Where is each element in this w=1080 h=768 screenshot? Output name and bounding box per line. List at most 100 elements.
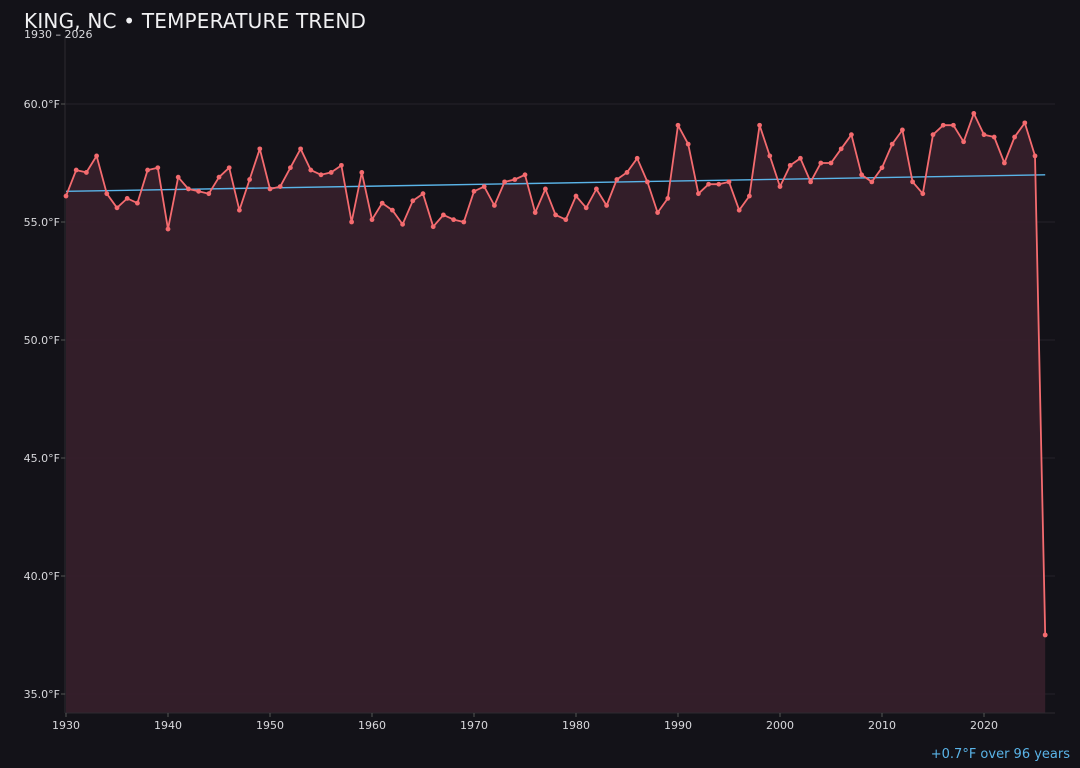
- data-point: [655, 210, 660, 215]
- x-tick-label: 1940: [154, 719, 182, 732]
- data-point: [247, 177, 253, 182]
- data-point: [155, 165, 161, 171]
- data-point: [808, 179, 813, 185]
- data-point: [920, 191, 926, 197]
- data-point: [461, 219, 467, 225]
- data-point: [298, 146, 303, 152]
- data-point: [522, 172, 528, 178]
- data-point: [747, 193, 752, 199]
- data-point: [257, 146, 263, 152]
- x-tick-label: 2010: [868, 719, 896, 732]
- data-point: [573, 193, 579, 199]
- data-point: [828, 160, 834, 166]
- data-point: [604, 203, 609, 208]
- data-point: [420, 191, 426, 197]
- data-point: [777, 184, 783, 190]
- data-point: [594, 186, 599, 192]
- data-point: [430, 224, 436, 230]
- data-point: [237, 207, 242, 213]
- y-tick-label: 40.0°F: [24, 570, 60, 583]
- data-point: [124, 196, 130, 201]
- data-point: [369, 217, 375, 223]
- data-point: [135, 200, 140, 206]
- x-tick-label: 1930: [52, 719, 80, 732]
- x-tick-label: 2000: [766, 719, 794, 732]
- data-point: [869, 179, 875, 185]
- data-point: [379, 200, 385, 206]
- data-points: [63, 111, 1048, 638]
- data-point: [318, 172, 324, 178]
- data-point: [206, 191, 212, 197]
- data-point: [583, 205, 589, 211]
- temperature-area-fill: [66, 113, 1046, 713]
- data-point: [114, 205, 120, 211]
- data-point: [736, 207, 742, 213]
- data-point: [400, 221, 405, 227]
- data-point: [614, 177, 620, 182]
- data-point: [798, 155, 803, 161]
- data-point: [175, 174, 181, 180]
- data-point: [339, 162, 344, 168]
- data-point: [991, 134, 997, 140]
- data-point: [1002, 160, 1007, 166]
- data-point: [767, 153, 773, 159]
- data-point: [665, 196, 671, 201]
- data-point: [971, 111, 977, 116]
- data-point: [165, 226, 171, 232]
- data-point: [196, 188, 202, 194]
- data-point: [645, 179, 650, 185]
- data-point: [634, 155, 640, 161]
- data-point: [471, 188, 477, 194]
- y-tick-label: 50.0°F: [24, 334, 60, 347]
- data-point: [84, 170, 89, 175]
- data-point: [288, 165, 293, 171]
- data-point: [1022, 120, 1028, 126]
- data-point: [502, 179, 507, 185]
- data-point: [624, 170, 630, 175]
- x-tick-label: 1990: [664, 719, 692, 732]
- data-point: [716, 181, 722, 187]
- x-tick-label: 1970: [460, 719, 488, 732]
- data-point: [1012, 134, 1017, 140]
- data-point: [726, 179, 732, 185]
- y-tick-label: 35.0°F: [24, 688, 60, 701]
- data-point: [910, 179, 915, 185]
- data-point: [900, 127, 905, 133]
- data-point: [859, 172, 864, 178]
- data-point: [94, 153, 99, 159]
- data-point: [104, 191, 110, 197]
- data-point: [481, 184, 487, 190]
- data-point: [818, 160, 824, 166]
- data-point: [492, 203, 497, 208]
- data-point: [787, 162, 793, 168]
- x-tick-label: 1950: [256, 719, 284, 732]
- data-point: [563, 217, 569, 223]
- data-point: [675, 122, 681, 128]
- y-axis-ticks: 35.0°F 40.0°F 45.0°F 50.0°F 55.0°F 60.0°F: [24, 98, 65, 701]
- data-point: [951, 122, 956, 128]
- data-point: [73, 167, 79, 173]
- data-point: [981, 132, 987, 138]
- data-point: [145, 167, 151, 173]
- data-point: [889, 141, 895, 147]
- data-point: [757, 122, 762, 128]
- data-point: [706, 181, 711, 187]
- data-point: [390, 207, 395, 213]
- data-point: [226, 165, 232, 171]
- data-point: [879, 165, 885, 171]
- data-point: [308, 167, 314, 173]
- data-point: [410, 198, 416, 204]
- data-point: [940, 122, 946, 128]
- data-point: [512, 177, 518, 182]
- data-point: [961, 139, 966, 145]
- data-point: [349, 219, 354, 225]
- x-tick-label: 1980: [562, 719, 590, 732]
- trend-line: [65, 174, 1046, 193]
- x-tick-label: 2020: [970, 719, 998, 732]
- data-point: [441, 212, 446, 218]
- y-tick-label: 45.0°F: [24, 452, 60, 465]
- data-point: [838, 146, 844, 152]
- x-axis-ticks: 1930 1940 1950 1960 1970 1980 1990 2000 2010 2020: [52, 713, 998, 732]
- data-point: [216, 174, 222, 180]
